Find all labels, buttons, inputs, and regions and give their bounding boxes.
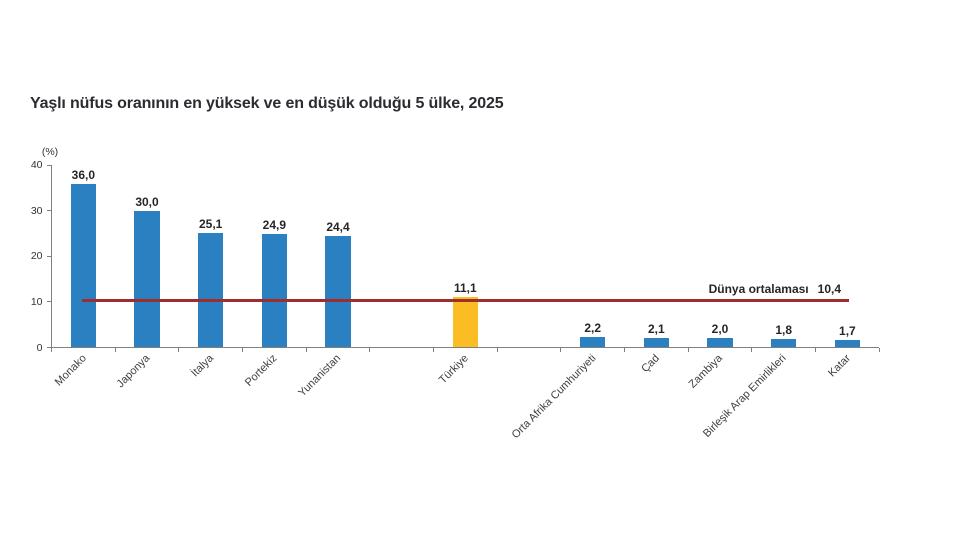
x-tick: [369, 347, 371, 352]
category-label-portekiz: Portekiz: [243, 352, 280, 389]
x-tick: [242, 347, 243, 352]
category-label-zambiya: Zambiya: [686, 352, 726, 391]
value-label-orta-afrika-cumhuriyeti: 2,2: [584, 321, 602, 336]
x-tick: [560, 347, 562, 352]
bar-birlesik-arap-emirlikleri: [770, 339, 797, 348]
category-label-turkiye: Türkiye: [436, 352, 471, 387]
bar-turkiye: [452, 296, 479, 348]
y-tick: [46, 301, 52, 303]
x-tick: [433, 347, 434, 352]
x-tick: [815, 347, 817, 352]
y-axis-line: [51, 165, 52, 348]
x-tick: [624, 347, 626, 352]
y-tick: [46, 210, 52, 212]
x-tick: [114, 347, 116, 352]
y-tick-label: 10: [30, 295, 43, 308]
category-label-yunanistan: Yunanistan: [296, 352, 344, 400]
x-tick: [178, 347, 180, 352]
value-label-zambiya: 2,0: [711, 322, 729, 337]
world-average-label: Dünya ortalaması 10,4: [708, 281, 841, 296]
bar-yunanistan: [325, 236, 351, 348]
value-label-yunanistan: 24,4: [326, 220, 350, 235]
y-tick-label: 40: [30, 159, 43, 172]
x-tick: [687, 347, 689, 352]
value-label-i-talya: 25,1: [198, 217, 223, 232]
y-axis-unit-label: (%): [41, 145, 59, 158]
bar-cad: [643, 337, 670, 348]
category-label-i-talya: İtalya: [188, 352, 216, 380]
value-label-portekiz: 24,9: [262, 218, 286, 233]
value-label-cad: 2,1: [648, 321, 665, 336]
x-tick: [751, 347, 753, 352]
y-tick: [46, 164, 52, 166]
x-tick: [878, 347, 880, 352]
bar-katar: [834, 339, 861, 348]
y-tick-label: 20: [30, 250, 43, 263]
category-label-katar: Katar: [825, 352, 853, 380]
y-tick: [46, 255, 52, 257]
world-average-label-text: Dünya ortalaması: [708, 281, 809, 296]
x-tick: [305, 347, 307, 352]
value-label-monako: 36,0: [71, 167, 95, 182]
category-label-cad: Çad: [638, 352, 662, 376]
value-label-birlesik-arap-emirlikleri: 1,8: [775, 323, 793, 338]
value-label-katar: 1,7: [839, 323, 856, 338]
bar-i-talya: [197, 233, 224, 348]
bar-orta-afrika-cumhuriyeti: [579, 337, 606, 348]
bar-portekiz: [261, 234, 288, 348]
world-average-value: 10,4: [817, 281, 841, 296]
y-tick: [46, 347, 52, 348]
value-label-turkiye: 11,1: [453, 280, 477, 295]
value-label-japonya: 30,0: [135, 194, 159, 209]
bar-japonya: [134, 210, 160, 348]
category-label-orta-afrika-cumhuriyeti: Orta Afrika Cumhuriyeti: [509, 352, 598, 442]
chart-title: Yaşlı nüfus oranının en yüksek ve en düş…: [30, 94, 504, 112]
x-tick: [51, 347, 52, 352]
world-average-line: [82, 298, 849, 302]
category-label-japonya: Japonya: [114, 352, 153, 391]
y-tick-label: 0: [36, 341, 43, 354]
x-tick: [496, 347, 498, 352]
x-axis-line: [51, 347, 880, 348]
category-label-monako: Monako: [52, 352, 89, 389]
bar-zambiya: [707, 338, 733, 348]
y-tick-label: 30: [30, 204, 43, 217]
bar-monako: [70, 183, 97, 348]
